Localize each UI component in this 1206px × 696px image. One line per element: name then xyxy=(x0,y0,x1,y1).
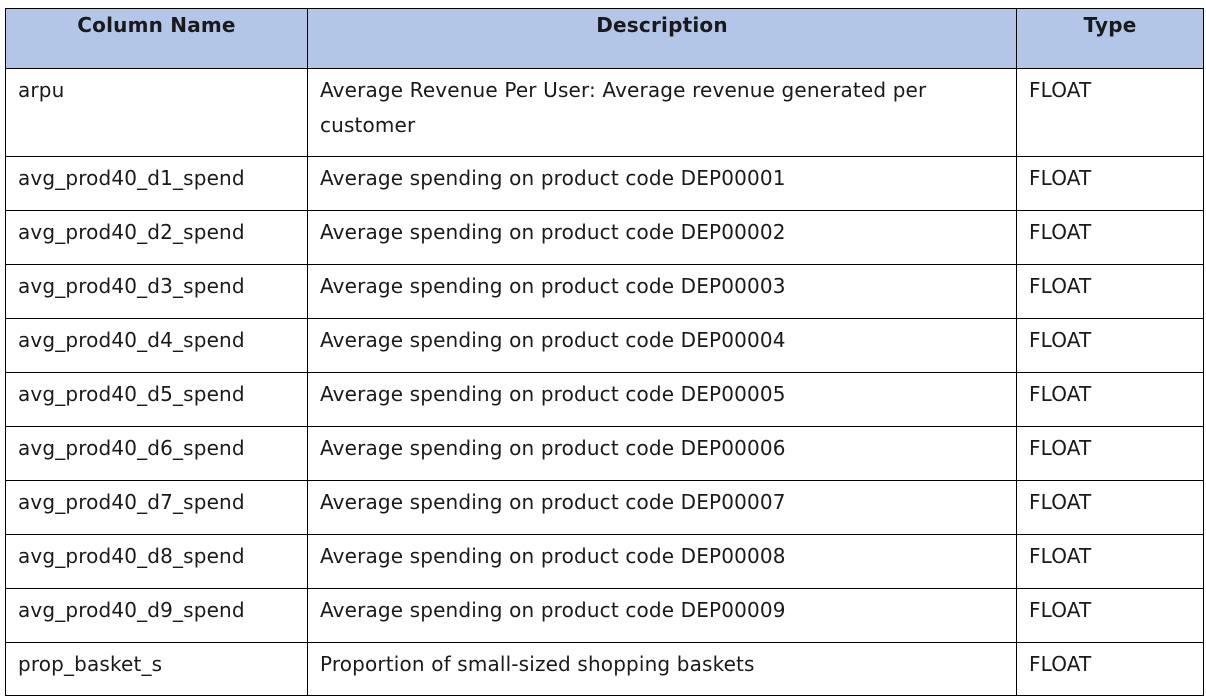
cell-description: Average spending on product code DEP0000… xyxy=(307,156,1017,211)
cell-type: FLOAT xyxy=(1016,426,1204,481)
cell-column-name: avg_prod40_d3_spend xyxy=(5,264,308,319)
cell-column-name: avg_prod40_d4_spend xyxy=(5,318,308,373)
cell-type: FLOAT xyxy=(1016,480,1204,535)
cell-type: FLOAT xyxy=(1016,534,1204,589)
cell-type: FLOAT xyxy=(1016,588,1204,643)
cell-description: Average spending on product code DEP0000… xyxy=(307,534,1017,589)
cell-column-name: arpu xyxy=(5,68,308,157)
cell-type: FLOAT xyxy=(1016,642,1204,696)
schema-table-container: Column Name Description Type arpu Averag… xyxy=(5,8,1204,696)
cell-description: Average Revenue Per User: Average revenu… xyxy=(307,68,1017,157)
cell-type: FLOAT xyxy=(1016,210,1204,265)
cell-description: Average spending on product code DEP0000… xyxy=(307,372,1017,427)
header-type: Type xyxy=(1016,8,1204,69)
cell-description: Average spending on product code DEP0000… xyxy=(307,480,1017,535)
column-schema-table: Column Name Description Type arpu Averag… xyxy=(5,8,1204,696)
table-row: avg_prod40_d4_spend Average spending on … xyxy=(5,318,1204,373)
cell-type: FLOAT xyxy=(1016,372,1204,427)
cell-type: FLOAT xyxy=(1016,68,1204,157)
table-row: avg_prod40_d1_spend Average spending on … xyxy=(5,156,1204,211)
cell-column-name: avg_prod40_d9_spend xyxy=(5,588,308,643)
table-row: avg_prod40_d7_spend Average spending on … xyxy=(5,480,1204,535)
cell-column-name: avg_prod40_d2_spend xyxy=(5,210,308,265)
cell-description: Average spending on product code DEP0000… xyxy=(307,210,1017,265)
table-row: avg_prod40_d8_spend Average spending on … xyxy=(5,534,1204,589)
table-row: avg_prod40_d9_spend Average spending on … xyxy=(5,588,1204,643)
cell-description: Average spending on product code DEP0000… xyxy=(307,264,1017,319)
table-row: avg_prod40_d2_spend Average spending on … xyxy=(5,210,1204,265)
cell-column-name: avg_prod40_d6_spend xyxy=(5,426,308,481)
cell-type: FLOAT xyxy=(1016,264,1204,319)
table-row: arpu Average Revenue Per User: Average r… xyxy=(5,68,1204,157)
cell-column-name: avg_prod40_d1_spend xyxy=(5,156,308,211)
cell-column-name: avg_prod40_d5_spend xyxy=(5,372,308,427)
cell-column-name: prop_basket_s xyxy=(5,642,308,696)
table-header-row: Column Name Description Type xyxy=(5,8,1204,69)
cell-type: FLOAT xyxy=(1016,318,1204,373)
cell-column-name: avg_prod40_d8_spend xyxy=(5,534,308,589)
cell-description: Average spending on product code DEP0000… xyxy=(307,426,1017,481)
header-column-name: Column Name xyxy=(5,8,308,69)
table-row: avg_prod40_d5_spend Average spending on … xyxy=(5,372,1204,427)
table-row: avg_prod40_d3_spend Average spending on … xyxy=(5,264,1204,319)
cell-description: Proportion of small-sized shopping baske… xyxy=(307,642,1017,696)
cell-type: FLOAT xyxy=(1016,156,1204,211)
header-description: Description xyxy=(307,8,1017,69)
table-row: prop_basket_s Proportion of small-sized … xyxy=(5,642,1204,696)
cell-description: Average spending on product code DEP0000… xyxy=(307,318,1017,373)
table-row: avg_prod40_d6_spend Average spending on … xyxy=(5,426,1204,481)
cell-column-name: avg_prod40_d7_spend xyxy=(5,480,308,535)
cell-description: Average spending on product code DEP0000… xyxy=(307,588,1017,643)
